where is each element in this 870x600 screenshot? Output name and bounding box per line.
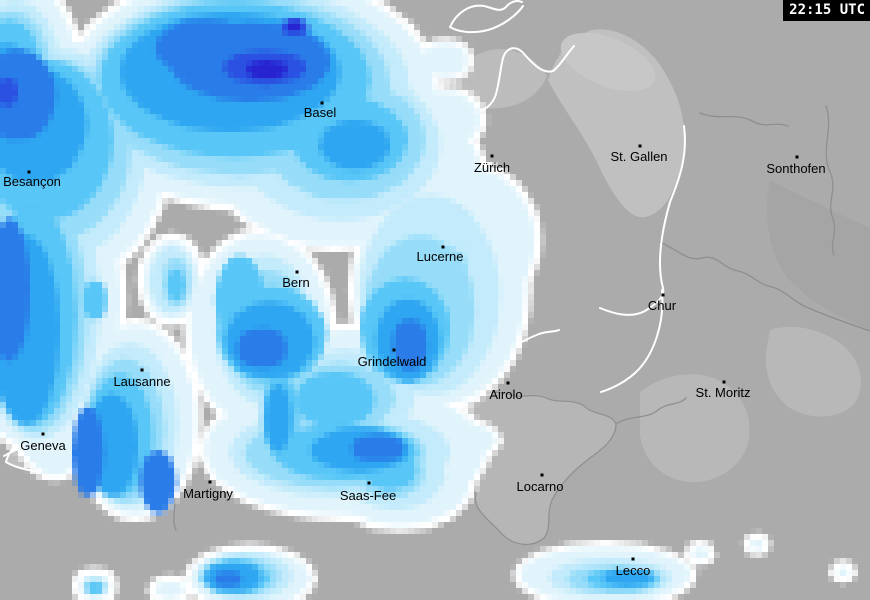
city-label: Lecco [615,563,651,578]
city-marker-dot [722,380,726,384]
city-label: Lucerne [416,249,464,264]
city-marker-dot [661,293,665,297]
city-label: Lausanne [113,374,171,389]
city-marker-dot [441,245,445,249]
city-marker-dot [506,381,510,385]
city-marker-dot [320,101,324,105]
city-label: Bern [282,275,310,290]
city-marker-dot [631,557,635,561]
city-label: Airolo [489,387,523,402]
city-marker-dot [295,270,299,274]
city-label: Geneva [20,438,66,453]
timestamp-badge: 22:15 UTC [783,0,870,21]
city-marker-dot [41,432,45,436]
city-marker-dot [795,155,799,159]
city-label: Basel [303,105,337,120]
city-label: Grindelwald [357,354,427,369]
city-label: Chur [647,298,677,313]
city-marker-dot [27,170,31,174]
city-label: Sonthofen [766,161,826,176]
city-marker-dot [140,368,144,372]
city-label: St. Gallen [610,149,668,164]
city-label: Zürich [473,160,511,175]
city-label: Locarno [516,479,564,494]
city-label: Besançon [3,174,61,189]
city-label: St. Moritz [695,385,751,400]
city-label: Martigny [183,486,233,501]
city-marker-dot [490,154,494,158]
city-marker-dot [392,348,396,352]
city-label: Saas-Fee [339,488,397,503]
city-marker-dot [540,473,544,477]
city-marker-dot [208,480,212,484]
city-marker-dot [638,144,642,148]
city-marker-dot [367,481,371,485]
